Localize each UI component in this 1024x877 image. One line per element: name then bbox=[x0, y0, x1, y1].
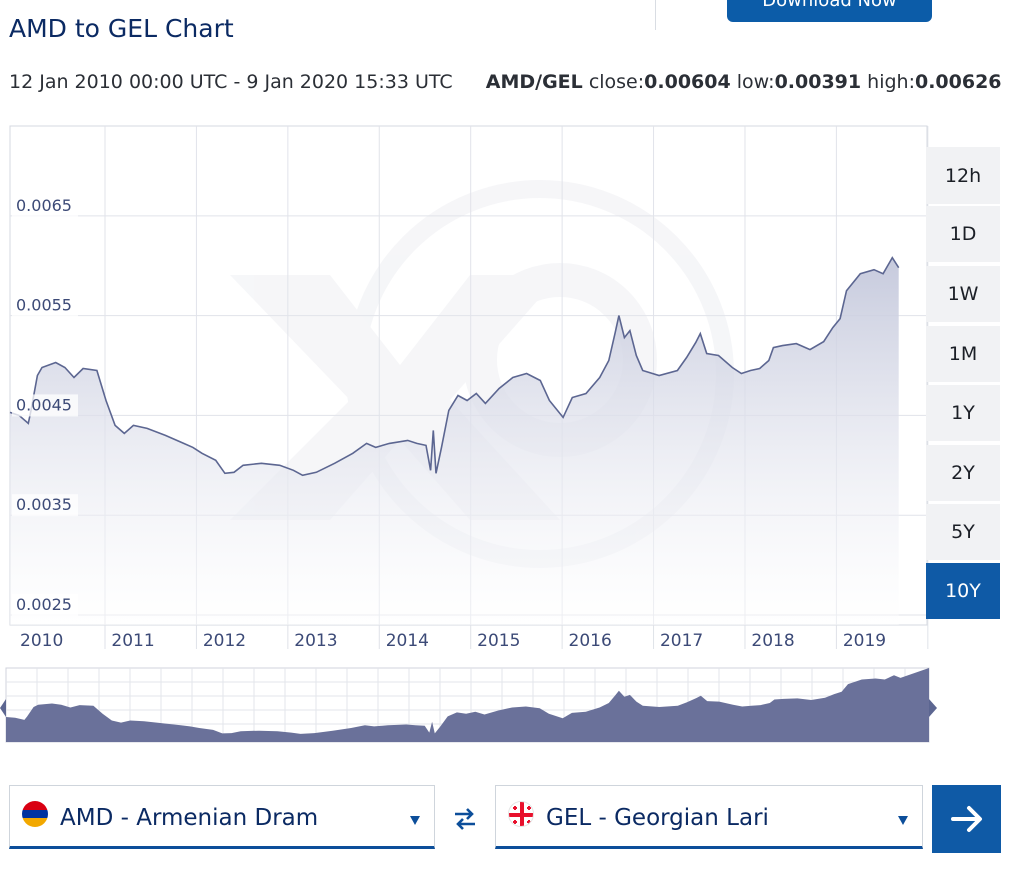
chevron-down-icon bbox=[410, 816, 420, 825]
y-tick-label-bg bbox=[12, 294, 78, 317]
close-label: close: bbox=[588, 71, 645, 93]
series-area bbox=[10, 257, 899, 625]
convert-arrow-button[interactable] bbox=[932, 785, 1001, 853]
x-axis: 2010 2011 2012 2013 2014 2015 2016 2017 2018 2019 bbox=[20, 625, 929, 651]
high-label: high: bbox=[867, 71, 915, 93]
range-button-1m[interactable]: 1M bbox=[926, 326, 1000, 382]
from-currency-select[interactable]: AMD - Armenian Dram bbox=[9, 785, 435, 849]
to-currency-label: GEL - Georgian Lari bbox=[546, 805, 769, 831]
x-tick-label: 2017 bbox=[660, 631, 703, 651]
y-tick-label: 0.0065 bbox=[16, 196, 72, 215]
navigator[interactable] bbox=[0, 666, 940, 746]
series-line bbox=[9, 256, 900, 477]
y-tick-label: 0.0055 bbox=[16, 296, 72, 315]
x-tick-label: 2013 bbox=[294, 631, 337, 651]
range-button-1d[interactable]: 1D bbox=[926, 206, 1000, 262]
armenia-flag-icon bbox=[22, 801, 48, 827]
x-tick-label: 2019 bbox=[843, 631, 886, 651]
range-button-12h[interactable]: 12h bbox=[926, 147, 1000, 204]
y-tick-label-bg bbox=[12, 594, 78, 617]
y-tick-label: 0.0025 bbox=[16, 595, 72, 614]
currency-pair: AMD/GEL bbox=[485, 71, 583, 93]
chart-summary: 12 Jan 2010 00:00 UTC - 9 Jan 2020 15:33… bbox=[9, 71, 1002, 93]
date-range: 12 Jan 2010 00:00 UTC - 9 Jan 2020 15:33… bbox=[9, 71, 453, 93]
swap-currencies-icon[interactable] bbox=[452, 806, 478, 832]
download-now-button[interactable]: Download Now bbox=[727, 0, 932, 22]
range-button-10y[interactable]: 10Y bbox=[926, 563, 1000, 619]
x-tick-label: 2012 bbox=[203, 631, 246, 651]
y-tick-label-bg bbox=[12, 494, 78, 517]
from-currency-label: AMD - Armenian Dram bbox=[60, 805, 319, 831]
arrow-right-icon bbox=[951, 806, 982, 832]
close-value: 0.00604 bbox=[644, 71, 731, 93]
low-value: 0.00391 bbox=[774, 71, 862, 93]
range-button-1w[interactable]: 1W bbox=[926, 266, 1000, 322]
x-tick-label: 2015 bbox=[477, 631, 520, 651]
navigator-right-handle-icon[interactable] bbox=[929, 699, 937, 717]
x-tick-label: 2016 bbox=[569, 631, 612, 651]
low-label: low: bbox=[736, 71, 775, 93]
x-tick-label: 2018 bbox=[751, 631, 794, 651]
y-tick-label-bg bbox=[12, 194, 78, 217]
high-value: 0.00626 bbox=[914, 71, 1002, 93]
chevron-down-icon bbox=[898, 816, 908, 825]
range-button-1y[interactable]: 1Y bbox=[926, 385, 1000, 441]
x-tick-label: 2014 bbox=[386, 631, 429, 651]
navigator-area bbox=[6, 668, 929, 742]
y-tick-label-bg bbox=[12, 394, 78, 417]
range-button-2y[interactable]: 2Y bbox=[926, 445, 1000, 501]
range-button-5y[interactable]: 5Y bbox=[926, 504, 1000, 560]
y-axis: 0.0025 0.0035 0.0045 0.0055 0.0065 bbox=[12, 194, 78, 617]
navigator-left-handle-icon[interactable] bbox=[0, 699, 6, 717]
page-title: AMD to GEL Chart bbox=[9, 14, 234, 43]
to-currency-select[interactable]: GEL - Georgian Lari bbox=[495, 785, 923, 849]
y-tick-label: 0.0035 bbox=[16, 495, 72, 514]
georgia-flag-icon bbox=[508, 801, 534, 827]
y-tick-label: 0.0045 bbox=[16, 395, 72, 414]
header-divider bbox=[655, 0, 656, 30]
x-tick-label: 2010 bbox=[20, 631, 63, 651]
x-tick-label: 2011 bbox=[111, 631, 154, 651]
